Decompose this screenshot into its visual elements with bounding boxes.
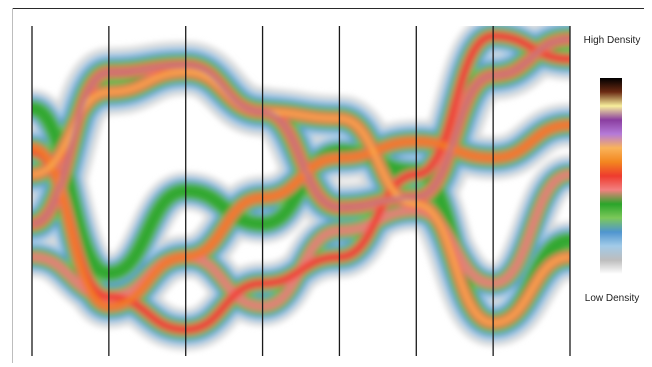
frame-left-line	[12, 8, 13, 363]
axes-group	[31, 26, 571, 356]
cluster-c-band-7	[32, 122, 570, 310]
legend-low-label: Low Density	[584, 293, 640, 304]
frame-top-line	[12, 8, 644, 9]
legend-high-label: High Density	[583, 35, 641, 46]
legend-color-bar	[600, 78, 622, 274]
cluster-b-band-8	[32, 70, 570, 326]
